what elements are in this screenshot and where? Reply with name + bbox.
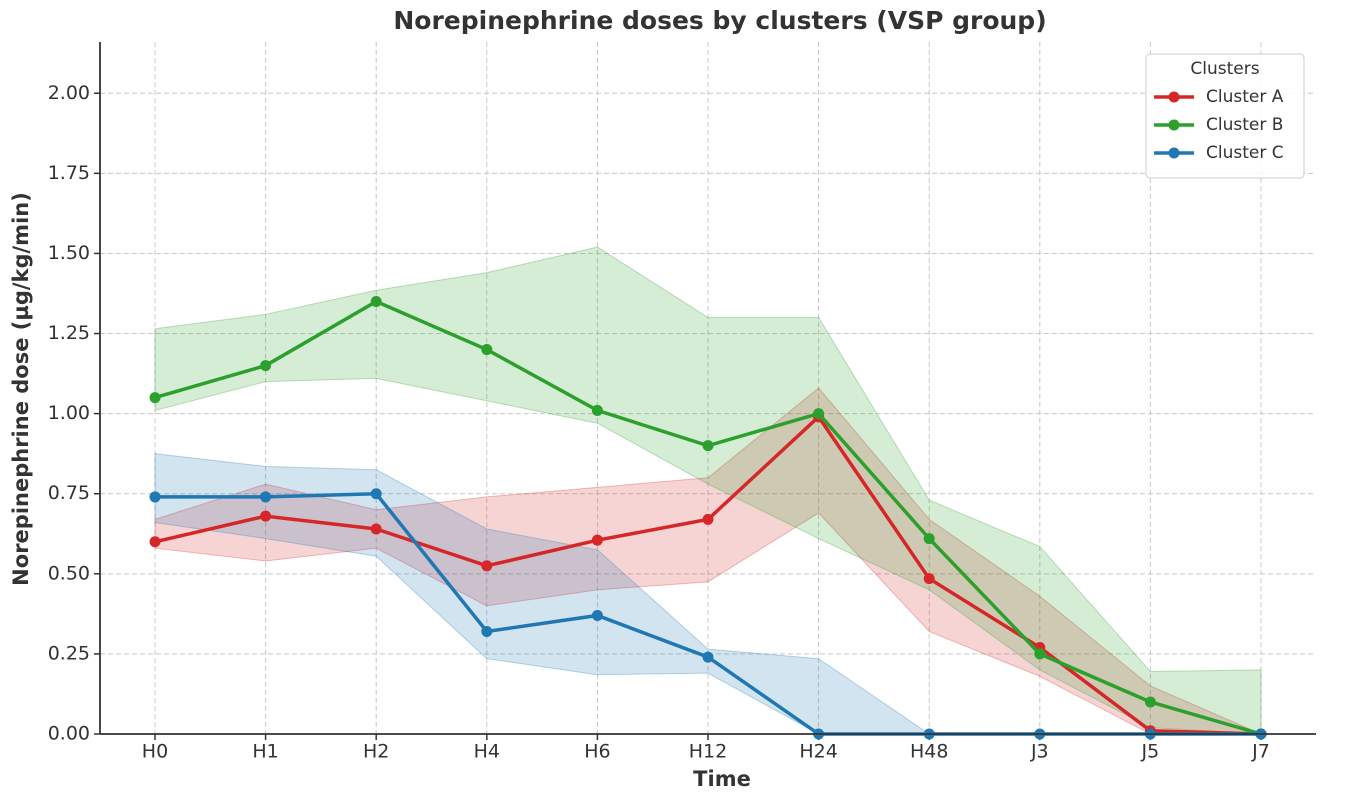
- data-point: [1144, 696, 1156, 708]
- y-tick-label: 1.25: [48, 322, 90, 344]
- x-tick-label: H1: [252, 741, 278, 763]
- y-tick-label: 1.50: [48, 242, 90, 264]
- legend-label: Cluster B: [1206, 115, 1283, 135]
- x-tick-label: J3: [1030, 741, 1049, 763]
- x-tick-label: H4: [474, 741, 500, 763]
- legend-marker: [1168, 91, 1180, 103]
- data-point: [591, 404, 603, 416]
- data-point: [370, 523, 382, 535]
- x-tick-label: J7: [1251, 741, 1270, 763]
- data-point: [923, 533, 935, 545]
- legend: Clusters Cluster A Cluster B Cluster C: [1145, 53, 1305, 179]
- data-point: [591, 609, 603, 621]
- x-tick-label: H12: [689, 741, 727, 763]
- data-point: [149, 536, 161, 548]
- x-axis-label: Time: [693, 767, 751, 791]
- x-tick-label: H48: [910, 741, 948, 763]
- data-point: [260, 360, 272, 372]
- legend-box: [1145, 53, 1305, 179]
- data-point: [481, 344, 493, 356]
- data-point: [481, 625, 493, 637]
- legend-marker: [1168, 147, 1180, 159]
- y-axis-label: Norepinephrine dose (µg/kg/min): [9, 192, 33, 586]
- y-tick-label: 0.50: [48, 562, 90, 584]
- data-point: [923, 573, 935, 585]
- x-tick-label: H0: [142, 741, 168, 763]
- chart-title: Norepinephrine doses by clusters (VSP gr…: [393, 6, 1046, 35]
- y-tick-label: 2.00: [48, 82, 90, 104]
- y-tick-label: 1.75: [48, 162, 90, 184]
- y-tick-label: 0.25: [48, 642, 90, 664]
- y-tick-label: 1.00: [48, 402, 90, 424]
- data-point: [702, 440, 714, 452]
- x-tick-label: H2: [363, 741, 389, 763]
- x-tick-label: H6: [584, 741, 610, 763]
- data-point: [813, 408, 825, 420]
- x-tick-label: J5: [1141, 741, 1160, 763]
- data-point: [370, 488, 382, 500]
- legend-marker: [1168, 119, 1180, 131]
- x-tick-label: H24: [799, 741, 837, 763]
- data-point: [702, 513, 714, 525]
- data-point: [591, 534, 603, 546]
- legend-label: Cluster A: [1206, 87, 1284, 107]
- legend-title: Clusters: [1190, 59, 1259, 79]
- y-tick-label: 0.75: [48, 482, 90, 504]
- data-point: [702, 651, 714, 663]
- data-point: [260, 510, 272, 522]
- legend-label: Cluster C: [1206, 143, 1284, 163]
- data-point: [260, 491, 272, 503]
- data-point: [1034, 648, 1046, 660]
- data-point: [370, 296, 382, 307]
- data-point: [481, 560, 493, 572]
- data-point: [149, 392, 161, 404]
- y-tick-label: 0.00: [48, 723, 90, 745]
- data-point: [149, 491, 161, 503]
